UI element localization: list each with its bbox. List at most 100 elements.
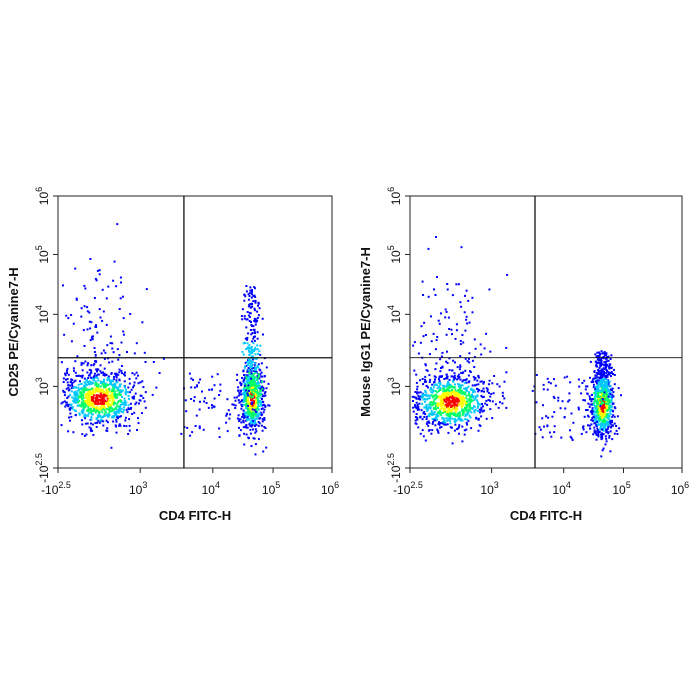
event-dot — [67, 373, 70, 376]
event-dot — [198, 425, 201, 428]
event-dot — [602, 355, 605, 358]
event-dot — [109, 342, 112, 345]
event-dot — [95, 386, 98, 389]
event-dot — [453, 392, 456, 395]
event-dot — [423, 410, 426, 413]
event-dot — [108, 389, 110, 392]
event-dot — [420, 325, 423, 328]
event-dot — [105, 402, 108, 404]
event-dot — [446, 399, 449, 402]
event-dot — [251, 361, 254, 364]
event-dot — [253, 350, 255, 353]
event-dot — [104, 351, 107, 354]
event-dot — [441, 351, 444, 354]
event-dot — [428, 374, 431, 377]
event-dot — [589, 360, 592, 363]
event-dot — [609, 421, 612, 424]
event-dot — [256, 364, 259, 367]
event-dot — [87, 403, 90, 406]
event-dot — [257, 402, 260, 405]
event-dot — [606, 379, 609, 382]
event-dot — [444, 308, 447, 311]
event-dot — [111, 400, 114, 402]
event-dot — [432, 421, 434, 423]
event-dot — [256, 411, 259, 414]
event-dot — [93, 379, 96, 382]
event-dot — [593, 429, 596, 432]
event-dot — [604, 404, 607, 407]
event-dot — [505, 346, 508, 349]
event-dot — [445, 373, 448, 376]
event-dot — [429, 401, 432, 404]
event-dot — [446, 375, 449, 378]
event-dot — [618, 427, 621, 430]
event-dot — [67, 395, 70, 398]
event-dot — [456, 392, 458, 395]
event-dot — [257, 394, 260, 396]
event-dot — [597, 401, 600, 404]
event-dot — [427, 408, 430, 411]
event-dot — [598, 391, 601, 393]
event-dot — [90, 416, 93, 419]
x-axis-ticks: -102.5 103 104 105 106 — [41, 468, 339, 497]
event-dot — [547, 416, 550, 419]
event-dot — [99, 385, 102, 388]
event-dot — [435, 397, 438, 400]
event-dot — [595, 424, 598, 427]
event-dot — [441, 422, 444, 425]
event-dot — [111, 342, 114, 345]
event-dot — [133, 384, 136, 387]
event-dot — [80, 315, 83, 318]
event-dot — [108, 413, 111, 416]
event-dot — [594, 420, 597, 423]
event-dot — [103, 390, 106, 393]
event-dot — [465, 381, 468, 384]
event-dot — [250, 397, 253, 400]
event-dot — [595, 430, 598, 433]
event-dot — [458, 393, 461, 396]
event-dot — [88, 399, 91, 402]
event-dot — [124, 393, 127, 396]
event-dot — [243, 443, 246, 446]
event-dot — [121, 389, 124, 392]
event-dot — [110, 382, 112, 385]
event-dot — [246, 370, 249, 373]
event-dot — [211, 406, 214, 409]
event-dot — [248, 295, 251, 297]
event-dot — [440, 375, 443, 378]
event-dot — [467, 404, 470, 407]
event-dot — [601, 387, 604, 390]
event-dot — [74, 360, 77, 363]
event-dot — [83, 403, 85, 406]
event-dot — [446, 385, 449, 388]
event-dot — [465, 289, 468, 292]
event-dot — [103, 412, 106, 415]
event-dot — [144, 361, 147, 363]
event-dot — [263, 418, 266, 421]
event-dot — [88, 393, 91, 396]
event-dot — [464, 415, 467, 418]
event-dot — [602, 401, 605, 404]
event-dot — [602, 415, 605, 418]
event-dot — [453, 429, 456, 432]
event-dot — [66, 378, 69, 380]
event-dot — [577, 406, 580, 409]
event-dot — [463, 311, 466, 314]
x-tick-label: 103 — [480, 480, 498, 497]
event-dot — [433, 407, 436, 410]
event-dot — [606, 374, 609, 377]
event-dot — [601, 449, 604, 452]
event-dot — [598, 359, 601, 362]
event-dot — [251, 380, 254, 383]
event-dot — [87, 398, 89, 401]
event-dot — [255, 408, 257, 411]
event-dot — [439, 370, 442, 373]
event-dot — [246, 318, 249, 321]
event-dot — [593, 400, 596, 403]
event-dot — [604, 435, 607, 438]
event-dot — [557, 396, 560, 399]
event-dot — [611, 438, 614, 441]
event-dot — [586, 409, 589, 411]
event-dot — [455, 391, 458, 394]
event-dot — [601, 363, 604, 366]
